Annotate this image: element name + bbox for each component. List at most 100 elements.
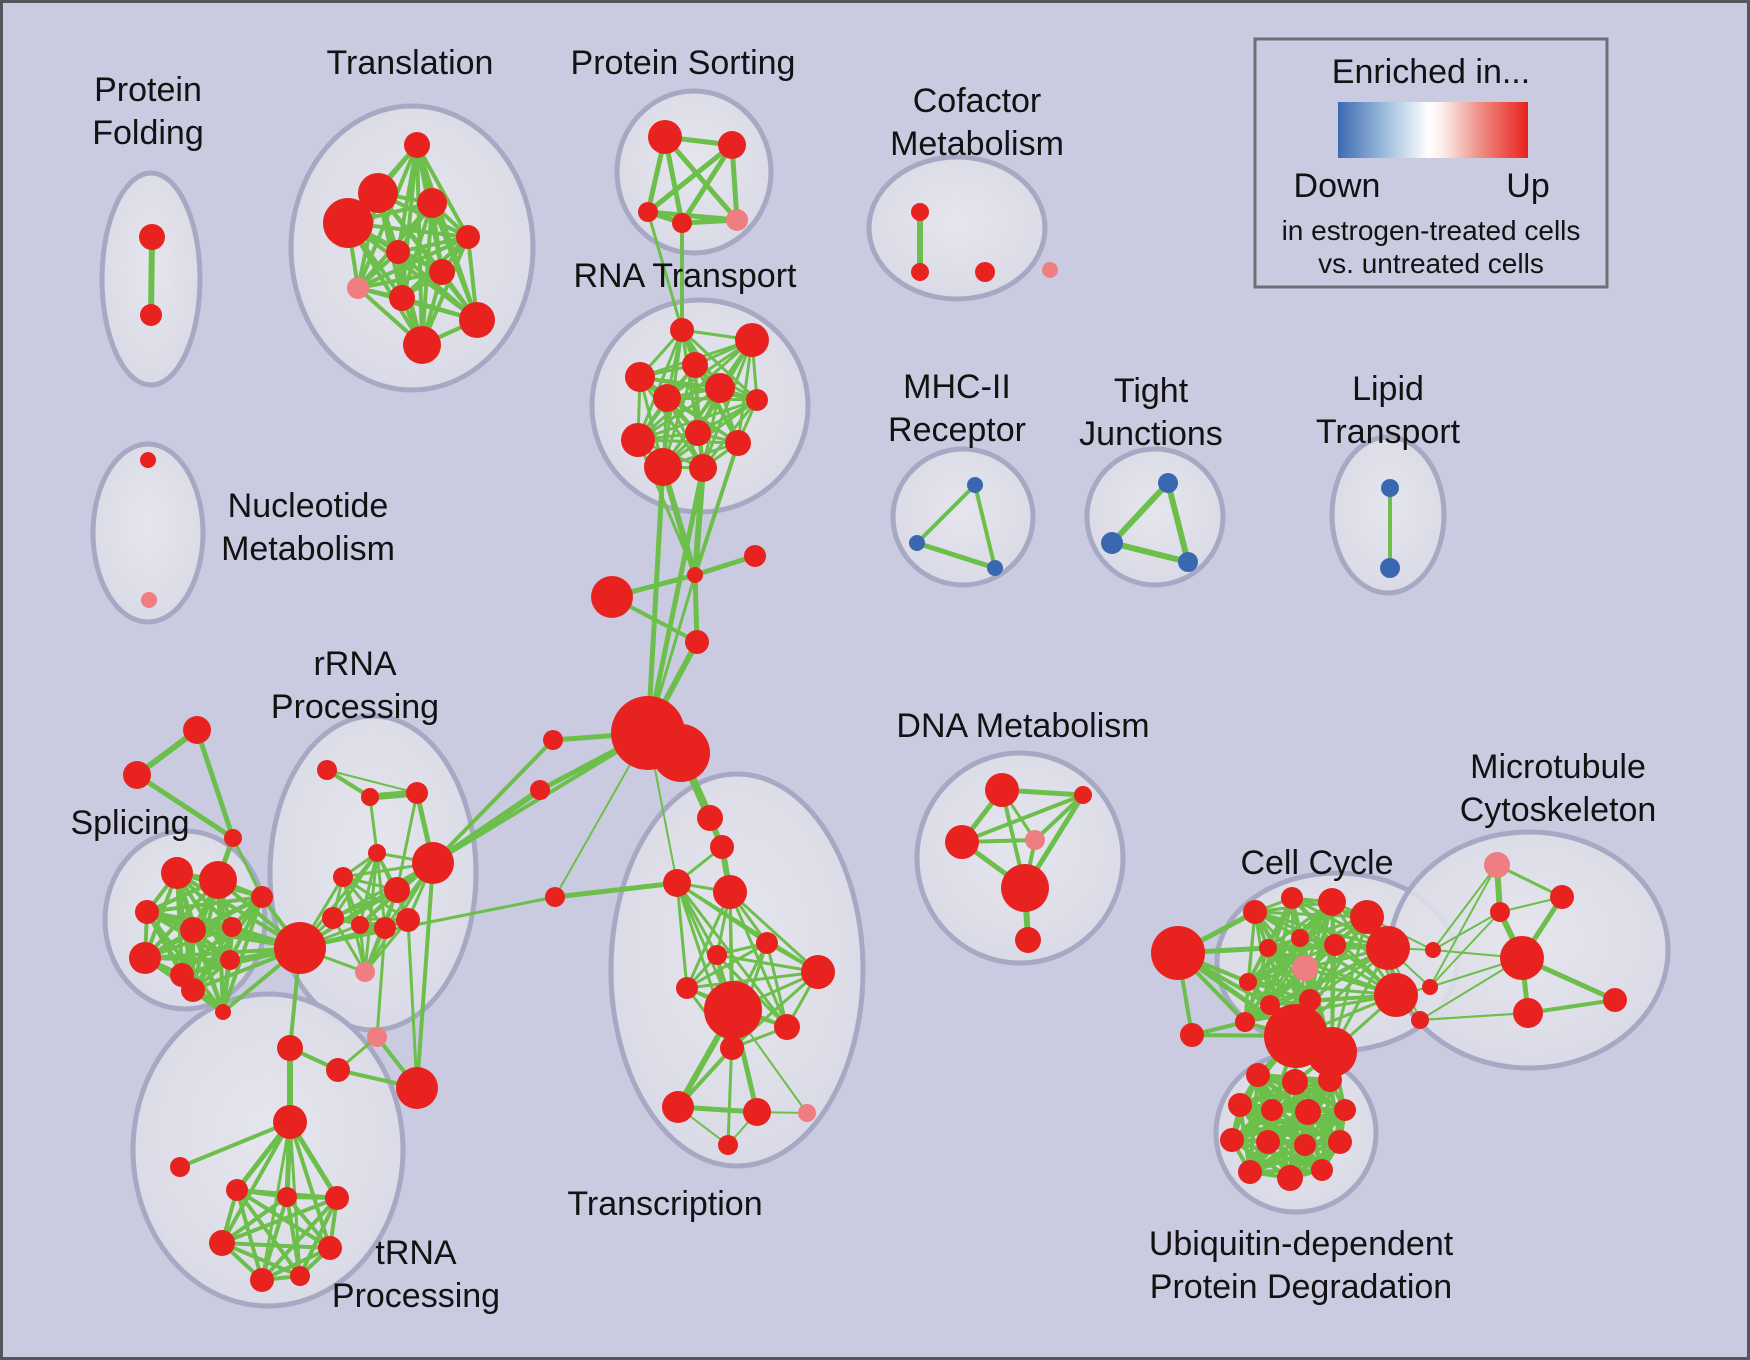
node-t0[interactable]: [697, 805, 723, 831]
node-nm1[interactable]: [141, 592, 157, 608]
node-pf1[interactable]: [140, 304, 162, 326]
node-j2[interactable]: [685, 630, 709, 654]
node-rr15[interactable]: [277, 1035, 303, 1061]
node-mt5[interactable]: [1603, 988, 1627, 1012]
node-ps4[interactable]: [726, 209, 748, 231]
node-s1[interactable]: [199, 861, 237, 899]
node-tj2[interactable]: [1178, 552, 1198, 572]
edge-tn1-tn7[interactable]: [235, 1188, 302, 1278]
edge-tn5-tn6[interactable]: [260, 1246, 332, 1282]
node-rt6[interactable]: [746, 389, 768, 411]
edge-rt0-rt7[interactable]: [636, 328, 684, 442]
node-s6[interactable]: [129, 942, 161, 974]
edge-rr2-rr5[interactable]: [395, 791, 419, 892]
node-d2[interactable]: [945, 825, 979, 859]
edge-rt11-hA[interactable]: [645, 465, 706, 736]
edge-s2-s5[interactable]: [145, 895, 264, 914]
edge-d1-d3[interactable]: [1033, 793, 1085, 842]
node-s5[interactable]: [251, 886, 273, 908]
node-mt1[interactable]: [1550, 885, 1574, 909]
edge-rt10-hA[interactable]: [645, 464, 666, 736]
edge-tj1-tj2[interactable]: [1109, 540, 1191, 565]
node-rt5[interactable]: [705, 373, 735, 403]
node-tj0[interactable]: [1158, 473, 1178, 493]
edge-rt9-j1[interactable]: [693, 441, 740, 577]
edge-sB-sj[interactable]: [134, 772, 236, 841]
node-cc7[interactable]: [1366, 926, 1410, 970]
node-ub6[interactable]: [1334, 1099, 1356, 1121]
node-t11[interactable]: [662, 1091, 694, 1123]
node-tj1[interactable]: [1101, 532, 1123, 554]
node-s0[interactable]: [161, 857, 193, 889]
node-cc11[interactable]: [1235, 1012, 1255, 1032]
node-ub10[interactable]: [1328, 1130, 1352, 1154]
node-tr8[interactable]: [389, 285, 415, 311]
node-mtP[interactable]: [1484, 852, 1510, 878]
node-cf3[interactable]: [1042, 262, 1058, 278]
node-l1[interactable]: [543, 730, 563, 750]
node-rr7[interactable]: [322, 907, 344, 929]
edge-rr14-rr10[interactable]: [406, 918, 419, 1090]
node-ub2[interactable]: [1318, 1068, 1342, 1092]
node-tn2[interactable]: [277, 1187, 297, 1207]
node-ub11[interactable]: [1238, 1160, 1262, 1184]
node-t10[interactable]: [720, 1036, 744, 1060]
node-lt1[interactable]: [1380, 558, 1400, 578]
node-mt3[interactable]: [1500, 936, 1544, 980]
node-tn3[interactable]: [325, 1186, 349, 1210]
edge-rt2-rt6[interactable]: [638, 375, 759, 402]
edge-rr1-rr3[interactable]: [368, 795, 379, 855]
node-ps1[interactable]: [718, 131, 746, 159]
edge-s5-s9[interactable]: [191, 895, 264, 992]
edge-tr6-tr7[interactable]: [356, 270, 444, 290]
edge-rr14-rr6[interactable]: [415, 861, 435, 1090]
node-rt0[interactable]: [670, 318, 694, 342]
node-sB[interactable]: [123, 761, 151, 789]
node-rr2[interactable]: [406, 782, 428, 804]
node-cc2[interactable]: [1318, 888, 1346, 916]
node-rr13[interactable]: [326, 1058, 350, 1082]
edge-tnH-tn4[interactable]: [220, 1120, 292, 1245]
node-sj[interactable]: [224, 829, 242, 847]
node-ub5[interactable]: [1295, 1099, 1321, 1125]
edge-tn4-tn7[interactable]: [220, 1241, 302, 1278]
edge-tn4-tn5[interactable]: [220, 1241, 332, 1250]
edge-tr0-tr4[interactable]: [415, 143, 470, 239]
edge-mh1-mh2[interactable]: [914, 540, 998, 571]
node-rt2[interactable]: [625, 362, 655, 392]
edge-rt1-rt9[interactable]: [736, 338, 754, 445]
node-cc6[interactable]: [1324, 934, 1346, 956]
node-t7[interactable]: [676, 977, 698, 999]
node-rr4[interactable]: [333, 867, 353, 887]
node-rt3[interactable]: [682, 352, 708, 378]
edge-tnH-tnL[interactable]: [178, 1120, 292, 1169]
node-rr11[interactable]: [355, 962, 375, 982]
node-t9[interactable]: [774, 1014, 800, 1040]
node-tn5[interactable]: [318, 1236, 342, 1260]
node-d3[interactable]: [1025, 830, 1045, 850]
edge-rt1-rt4[interactable]: [665, 338, 754, 400]
node-rr10[interactable]: [396, 908, 420, 932]
node-s2[interactable]: [135, 900, 159, 924]
node-jb[interactable]: [591, 576, 633, 618]
node-br1[interactable]: [1422, 979, 1438, 995]
edge-d1-d2[interactable]: [960, 793, 1085, 844]
edge-tnH-tn6[interactable]: [260, 1120, 292, 1282]
node-lt0[interactable]: [1381, 479, 1399, 497]
node-ccH2[interactable]: [1307, 1027, 1357, 1077]
node-rt11[interactable]: [689, 454, 717, 482]
node-t8[interactable]: [704, 981, 762, 1039]
node-t12[interactable]: [743, 1098, 771, 1126]
node-br2[interactable]: [1411, 1011, 1429, 1029]
node-tn6[interactable]: [250, 1268, 274, 1292]
node-rt4[interactable]: [653, 384, 681, 412]
node-t4[interactable]: [756, 932, 778, 954]
node-ccS2[interactable]: [1180, 1023, 1204, 1047]
node-mt4[interactable]: [1513, 998, 1543, 1028]
node-tr3[interactable]: [323, 198, 373, 248]
edge-s5-s7[interactable]: [180, 895, 264, 977]
node-d5[interactable]: [1015, 927, 1041, 953]
node-d1[interactable]: [1074, 786, 1092, 804]
node-ub12[interactable]: [1277, 1165, 1303, 1191]
edge-tnH-tn5[interactable]: [288, 1120, 332, 1250]
